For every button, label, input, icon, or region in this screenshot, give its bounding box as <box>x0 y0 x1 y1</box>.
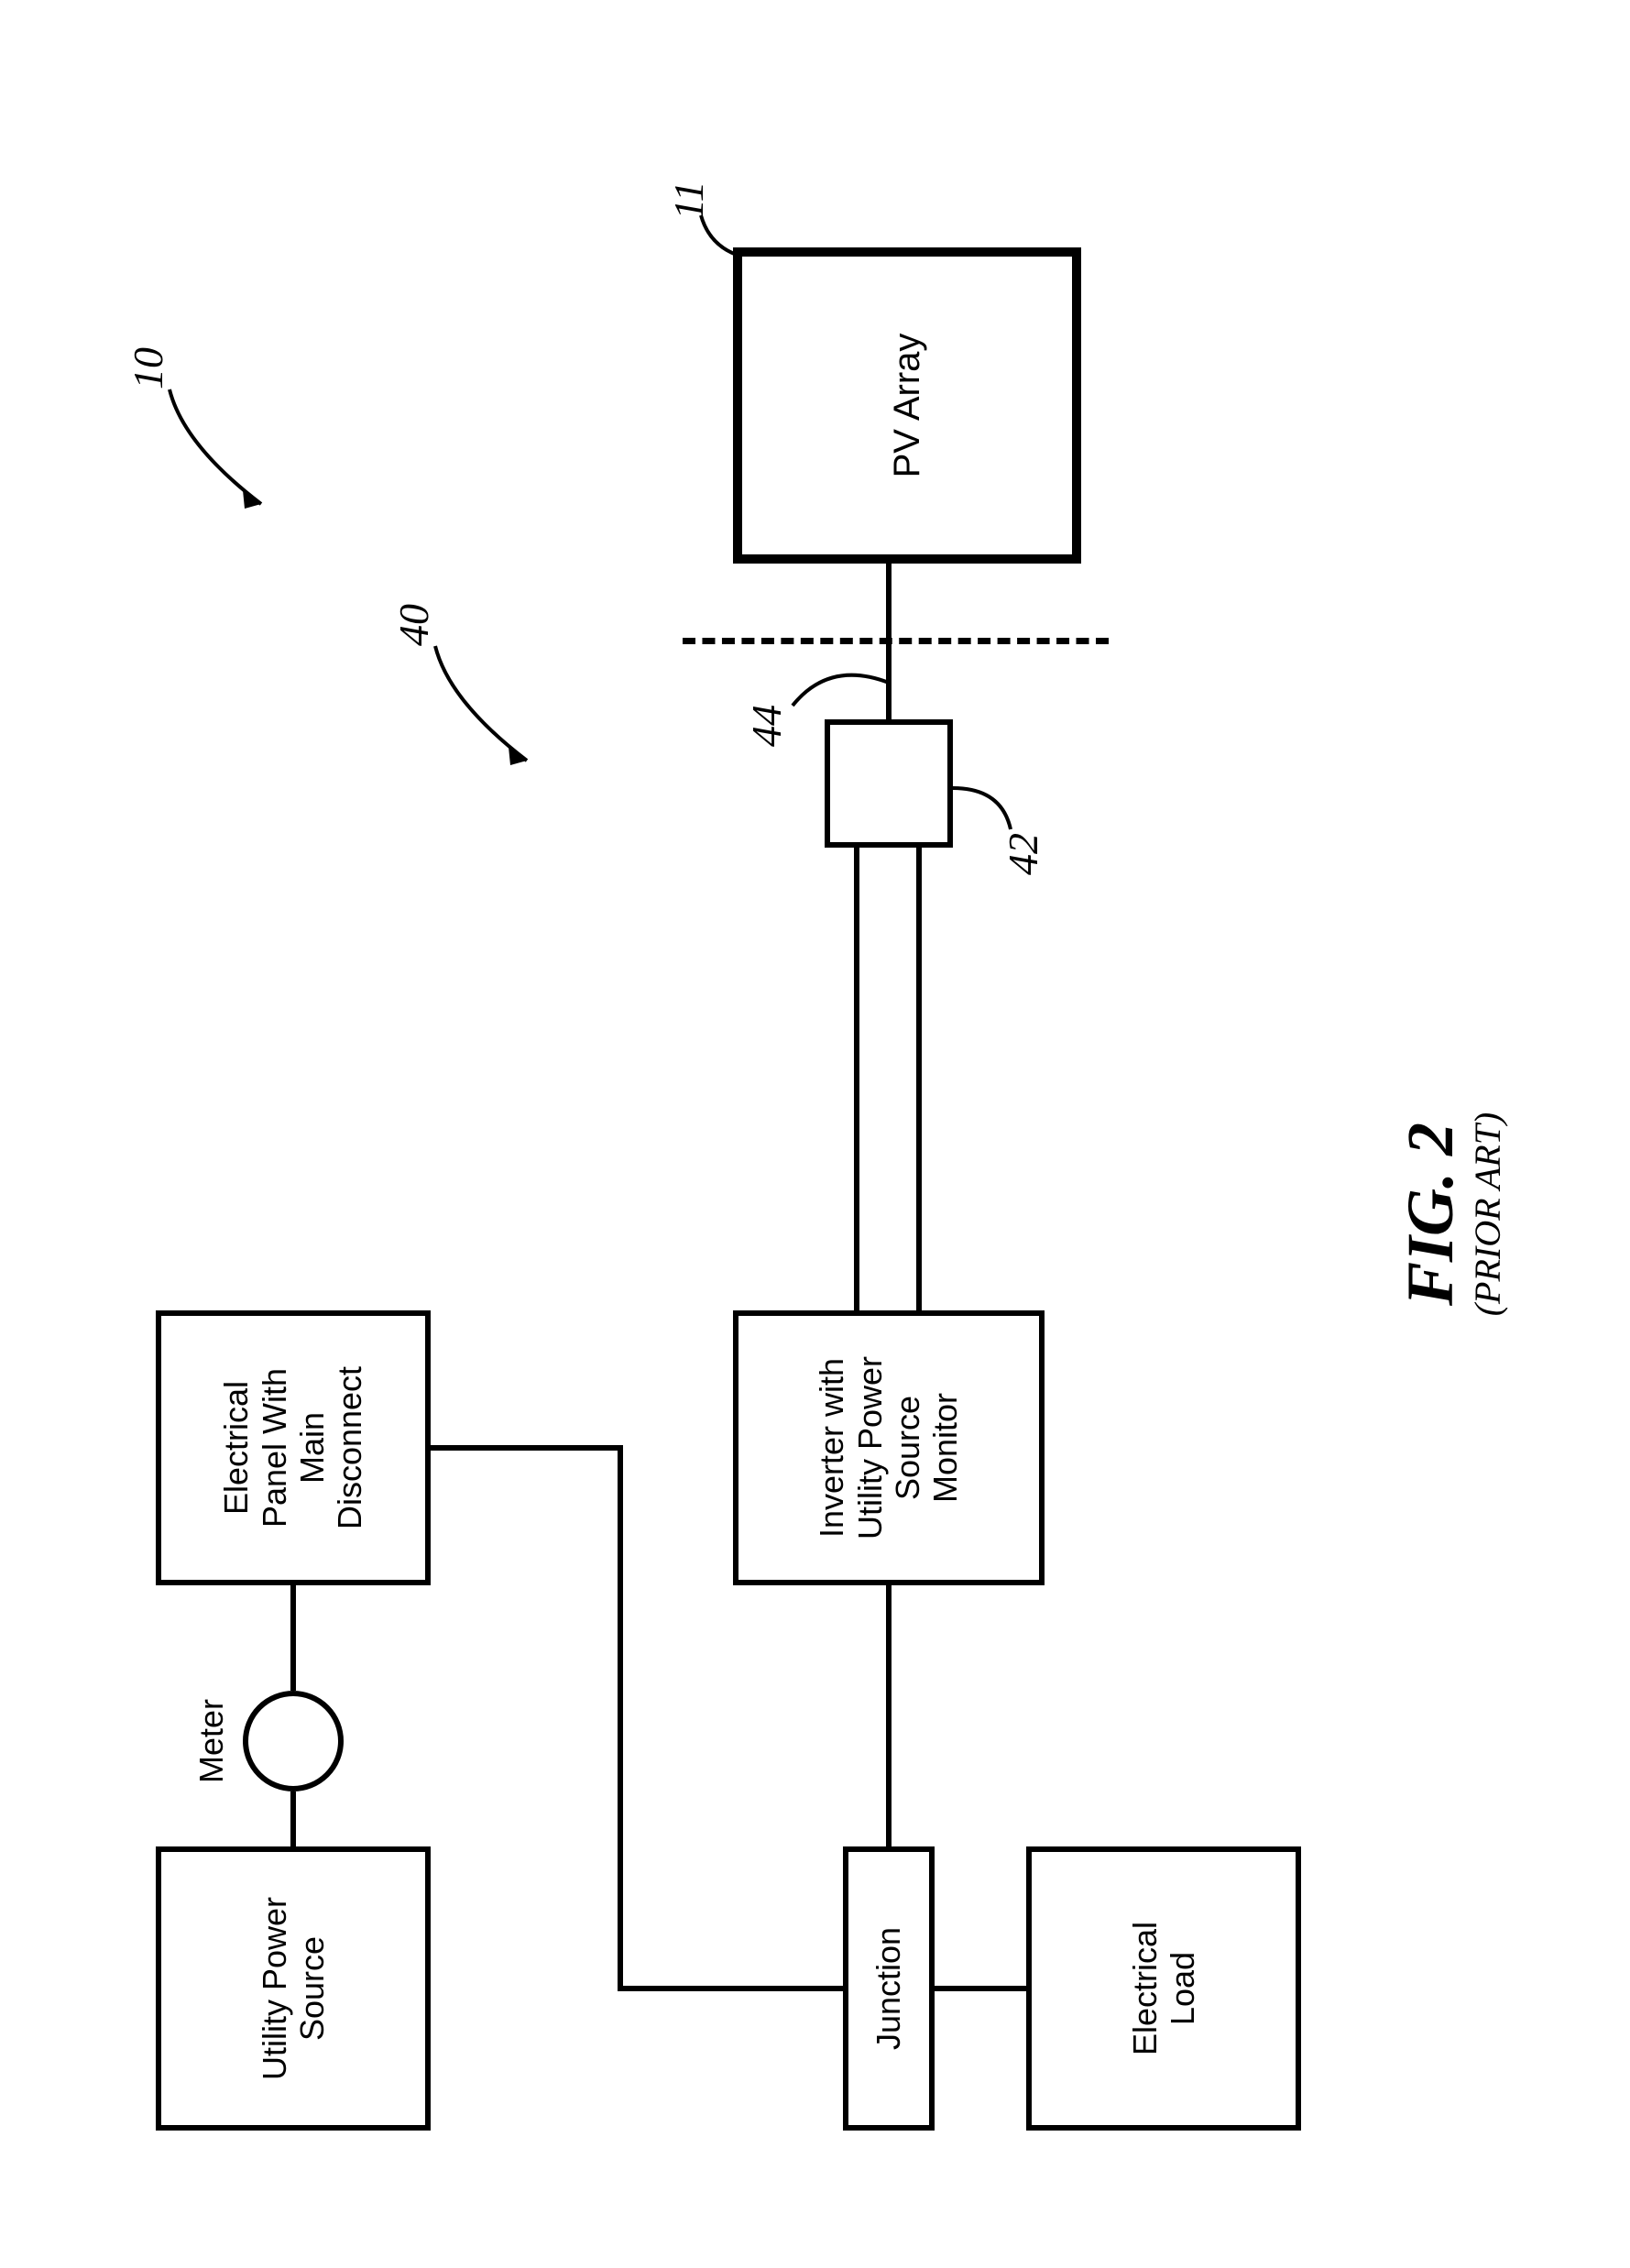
edge-junction-inverter <box>886 1585 892 1846</box>
edge-meter-panel <box>290 1585 296 1691</box>
node-load: ElectricalLoad <box>1026 1846 1301 2131</box>
node-smallbox <box>825 719 953 848</box>
node-load-label: ElectricalLoad <box>1126 1922 1202 2055</box>
node-meter <box>243 1691 344 1791</box>
edge-inverter-smallbox-top <box>854 848 859 1310</box>
node-inverter: Inverter withUtility PowerSourceMonitor <box>733 1310 1045 1585</box>
node-inverter-label: Inverter withUtility PowerSourceMonitor <box>813 1356 965 1539</box>
node-meter-label: Meter <box>192 1695 231 1787</box>
edge-utility-meter <box>290 1791 296 1846</box>
figure-subtitle: (PRIOR ART) <box>1466 1090 1509 1338</box>
node-pvarray: PV Array <box>733 247 1081 564</box>
ref-40-arrow <box>421 619 568 802</box>
ref-10: 10 <box>124 347 172 389</box>
ref-40: 40 <box>389 604 438 646</box>
node-utility-label: Utility PowerSource <box>256 1897 332 2080</box>
node-utility: Utility PowerSource <box>156 1846 431 2131</box>
ref-11: 11 <box>664 181 713 220</box>
edge-inverter-smallbox-bot <box>916 848 922 1310</box>
ref-44: 44 <box>742 705 791 747</box>
ref-42-arc <box>951 765 1020 838</box>
figure-title: FIG. 2 <box>1393 1095 1469 1333</box>
edge-panel-left <box>618 1445 623 1991</box>
node-panel-label: ElectricalPanel WithMainDisconnect <box>217 1366 369 1529</box>
dashed-boundary <box>683 638 1109 644</box>
ref-42: 42 <box>999 833 1047 875</box>
node-panel: ElectricalPanel WithMainDisconnect <box>156 1310 431 1585</box>
node-junction-label: Junction <box>870 1927 907 2050</box>
block-diagram: Utility PowerSource Meter ElectricalPane… <box>0 0 1630 2268</box>
node-junction: Junction <box>843 1846 935 2131</box>
edge-panel-into-junction <box>618 1986 843 1991</box>
ref-44-arc <box>788 641 893 724</box>
ref-10-arrow <box>156 362 302 545</box>
edge-junction-load <box>935 1986 1026 1991</box>
edge-panel-down <box>431 1445 623 1451</box>
node-pvarray-label: PV Array <box>886 334 928 478</box>
